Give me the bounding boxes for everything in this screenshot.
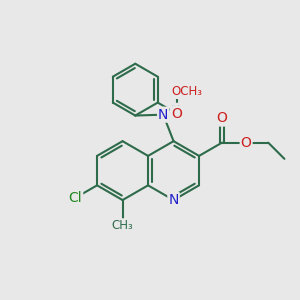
Text: H: H — [171, 104, 180, 117]
Text: CH₃: CH₃ — [112, 219, 134, 232]
Text: O: O — [217, 112, 227, 125]
Text: N: N — [158, 108, 168, 122]
Text: O: O — [241, 136, 252, 150]
Text: OCH₃: OCH₃ — [172, 85, 203, 98]
Text: O: O — [171, 106, 182, 121]
Text: N: N — [168, 193, 179, 207]
Text: Cl: Cl — [69, 191, 82, 205]
